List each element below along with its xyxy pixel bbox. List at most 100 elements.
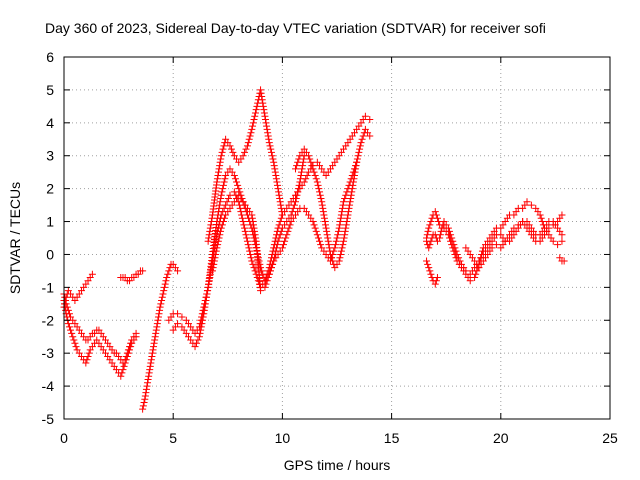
data-point xyxy=(152,329,160,337)
data-point xyxy=(229,148,237,156)
data-point xyxy=(261,116,269,124)
data-point xyxy=(245,244,253,252)
data-point xyxy=(225,195,233,203)
data-point xyxy=(142,389,150,397)
data-point xyxy=(245,135,253,143)
data-point xyxy=(353,158,361,166)
data-point xyxy=(206,227,214,235)
data-point xyxy=(165,267,173,275)
data-point xyxy=(293,162,301,170)
data-point xyxy=(366,116,374,124)
data-point xyxy=(313,231,321,239)
data-point xyxy=(329,257,337,265)
data-point xyxy=(334,227,342,235)
data-point xyxy=(264,129,272,137)
data-point xyxy=(207,221,215,229)
data-point xyxy=(347,195,355,203)
data-point xyxy=(139,402,147,410)
data-point xyxy=(201,300,209,308)
data-point xyxy=(560,257,568,265)
data-point xyxy=(218,148,226,156)
data-point xyxy=(323,227,331,235)
data-point xyxy=(255,257,263,265)
data-point xyxy=(121,356,129,364)
data-point xyxy=(145,372,153,380)
data-point xyxy=(209,264,217,272)
data-point xyxy=(436,234,444,242)
data-point xyxy=(345,204,353,212)
data-point xyxy=(204,287,212,295)
data-point xyxy=(290,201,298,209)
data-point xyxy=(336,218,344,226)
data-point xyxy=(249,227,257,235)
data-point xyxy=(217,152,225,160)
data-point xyxy=(340,237,348,245)
data-point xyxy=(306,155,314,163)
data-point xyxy=(312,175,320,183)
data-point xyxy=(158,293,166,301)
data-point xyxy=(312,227,320,235)
data-point xyxy=(425,244,433,252)
data-point xyxy=(261,283,269,291)
data-point xyxy=(239,152,247,160)
data-point xyxy=(423,257,431,265)
data-point xyxy=(127,339,135,347)
data-point xyxy=(69,333,77,341)
data-point xyxy=(298,168,306,176)
data-point xyxy=(342,224,350,232)
data-point xyxy=(332,237,340,245)
data-point xyxy=(253,102,261,110)
data-point xyxy=(247,254,255,262)
data-point xyxy=(251,267,259,275)
data-point xyxy=(425,264,433,272)
data-point xyxy=(148,349,156,357)
data-point xyxy=(346,198,354,206)
data-point xyxy=(206,224,214,232)
data-point xyxy=(426,241,434,249)
y-tick-label: 2 xyxy=(46,181,54,197)
data-point xyxy=(310,221,318,229)
data-point xyxy=(214,171,222,179)
data-point xyxy=(285,224,293,232)
data-point xyxy=(245,214,253,222)
data-point xyxy=(292,195,300,203)
data-point xyxy=(558,211,566,219)
data-point xyxy=(272,247,280,255)
data-point xyxy=(249,122,257,130)
data-point xyxy=(258,92,266,100)
data-point xyxy=(243,142,251,150)
data-point xyxy=(338,208,346,216)
data-point xyxy=(352,162,360,170)
data-point xyxy=(247,129,255,137)
data-point xyxy=(202,297,210,305)
data-point xyxy=(353,155,361,163)
data-point xyxy=(277,204,285,212)
data-point xyxy=(295,181,303,189)
data-point xyxy=(231,175,239,183)
data-point xyxy=(344,208,352,216)
data-point xyxy=(68,329,76,337)
data-point xyxy=(449,244,457,252)
data-point xyxy=(143,382,151,390)
data-point xyxy=(144,379,152,387)
data-point xyxy=(244,241,252,249)
data-point xyxy=(248,125,256,133)
data-point xyxy=(357,139,365,147)
data-point xyxy=(539,221,547,229)
data-point xyxy=(65,310,73,318)
data-point xyxy=(549,221,557,229)
data-point xyxy=(273,178,281,186)
data-point xyxy=(132,329,140,337)
data-point xyxy=(270,162,278,170)
data-point xyxy=(210,257,218,265)
data-point xyxy=(450,247,458,255)
data-point xyxy=(347,191,355,199)
data-point xyxy=(257,89,265,97)
data-point xyxy=(146,362,154,370)
data-point xyxy=(263,122,271,130)
data-point xyxy=(451,250,459,258)
data-point xyxy=(356,145,364,153)
data-point xyxy=(217,224,225,232)
data-point xyxy=(251,109,259,117)
data-point xyxy=(309,165,317,173)
